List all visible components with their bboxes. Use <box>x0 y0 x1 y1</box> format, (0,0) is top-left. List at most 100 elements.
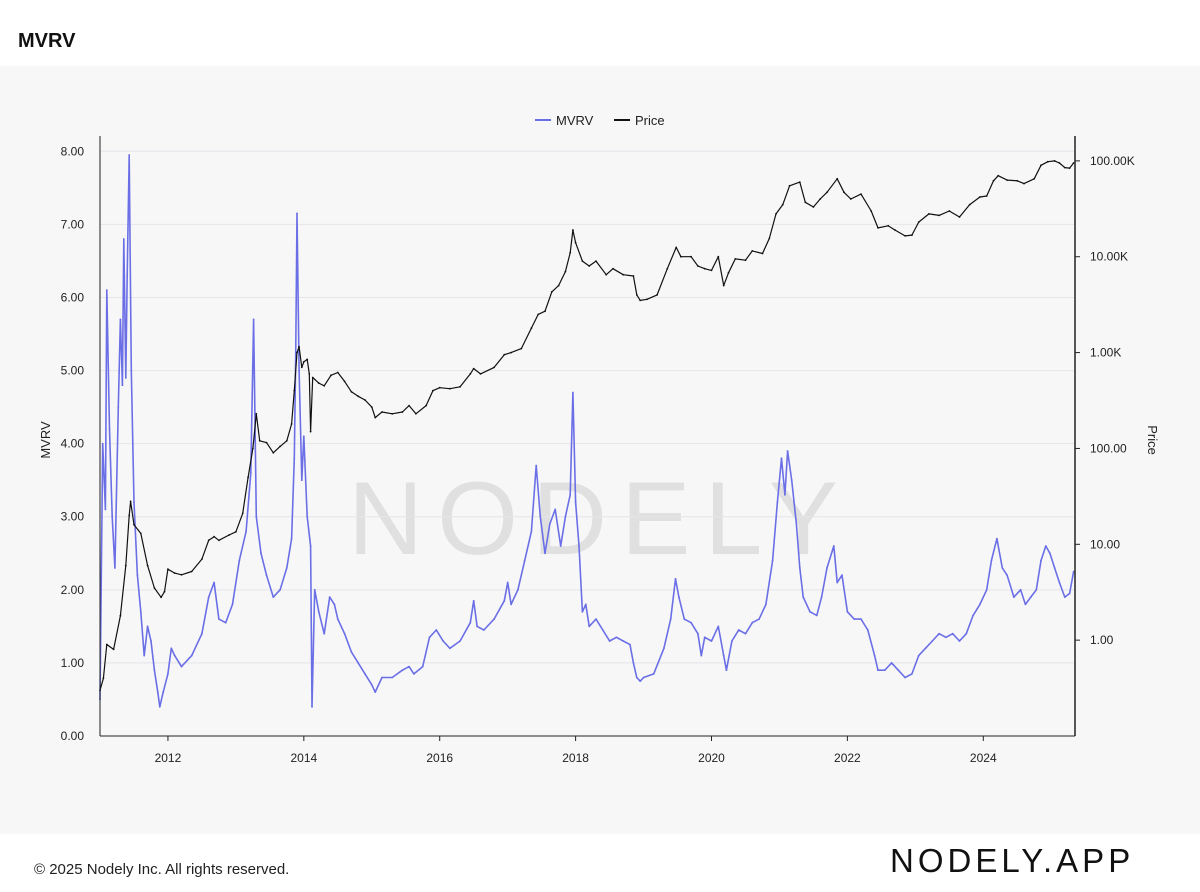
mvrv-data-point <box>629 643 631 646</box>
mvrv-data-point <box>252 318 255 321</box>
price-data-point <box>139 532 142 535</box>
mvrv-data-point <box>190 654 193 657</box>
price-data-point <box>928 213 930 215</box>
mvrv-data-point <box>674 578 677 580</box>
mvrv-data-point <box>130 369 133 372</box>
price-data-point <box>595 260 597 262</box>
price-data-point <box>415 412 417 415</box>
mvrv-data-point <box>472 599 475 602</box>
price-data-point <box>1072 162 1075 164</box>
mvrv-data-point <box>1068 592 1071 595</box>
mvrv-data-point <box>731 640 733 642</box>
y-right-tick-label: 1.00K <box>1090 346 1121 360</box>
mvrv-data-point <box>608 640 611 642</box>
mvrv-data-point <box>139 610 142 613</box>
mvrv-data-point <box>595 618 597 620</box>
price-data-point <box>1046 160 1049 163</box>
price-data-point <box>302 361 305 363</box>
mvrv-data-point <box>945 636 947 639</box>
y-right-tick-label: 10.00K <box>1090 250 1128 264</box>
mvrv-data-point <box>584 603 587 606</box>
mvrv-data-point <box>167 673 169 675</box>
price-data-point <box>635 294 638 296</box>
footer-brand-logo[interactable]: NODELY.APP <box>890 842 1135 879</box>
mvrv-data-point <box>683 618 686 620</box>
legend-label-mvrv[interactable]: MVRV <box>556 113 594 128</box>
y-left-tick-label: 3.00 <box>61 510 85 524</box>
price-data-point <box>904 235 906 237</box>
legend-label-price[interactable]: Price <box>635 113 665 128</box>
mvrv-data-point <box>162 691 165 693</box>
mvrv-data-point <box>136 574 139 577</box>
price-data-point <box>258 439 261 442</box>
mvrv-data-point <box>156 691 159 693</box>
price-data-point <box>153 587 156 589</box>
price-data-point <box>173 572 176 574</box>
mvrv-data-point <box>776 501 779 503</box>
price-data-point <box>1016 179 1019 182</box>
price-data-point <box>207 539 210 542</box>
mvrv-data-point <box>826 567 828 569</box>
y-right-tick-label: 100.00K <box>1090 154 1135 168</box>
mvrv-data-point <box>841 574 843 577</box>
mvrv-data-point <box>124 377 127 379</box>
mvrv-data-point <box>815 614 818 617</box>
price-data-point <box>1063 166 1066 169</box>
mvrv-data-point <box>780 457 783 460</box>
price-data-point <box>656 294 658 296</box>
price-data-point <box>843 191 845 194</box>
mvrv-data-point <box>108 428 111 430</box>
mvrv-data-point <box>911 673 913 675</box>
x-tick-label: 2018 <box>562 751 589 765</box>
mvrv-data-point <box>1019 588 1022 591</box>
price-data-point <box>788 184 791 187</box>
mvrv-data-point <box>150 640 152 642</box>
mvrv-data-point <box>105 289 108 292</box>
price-data-point <box>804 201 807 204</box>
mvrv-data-point <box>213 581 216 584</box>
price-data-point <box>290 423 293 425</box>
price-data-point <box>102 677 105 680</box>
mvrv-data-point <box>333 603 336 606</box>
mvrv-data-point <box>642 676 645 679</box>
mvrv-data-point <box>483 629 485 631</box>
mvrv-data-point <box>408 665 410 668</box>
price-data-point <box>479 373 482 375</box>
mvrv-data-point <box>832 545 835 547</box>
price-data-point <box>544 310 546 313</box>
price-data-point <box>775 213 777 215</box>
price-data-point <box>860 193 862 195</box>
mvrv-data-point <box>121 384 124 387</box>
mvrv-data-point <box>317 610 320 613</box>
mvrv-data-point <box>924 647 927 650</box>
mvrv-data-point <box>104 508 107 511</box>
mvrv-data-point <box>449 647 451 650</box>
legend[interactable]: MVRV Price <box>535 113 665 128</box>
mvrv-data-point <box>201 632 203 635</box>
footer-copyright: © 2025 Nodely Inc. All rights reserved. <box>34 861 290 878</box>
mvrv-data-point <box>635 676 638 679</box>
mvrv-data-point <box>798 567 801 569</box>
mvrv-data-point <box>309 545 312 547</box>
mvrv-data-point <box>725 669 728 672</box>
mvrv-data-point <box>146 625 149 628</box>
mvrv-data-point <box>224 621 227 624</box>
price-data-point <box>826 191 828 194</box>
mvrv-price-chart: NODELY 0.00 1.00 2.00 3.00 4.00 5.00 6.00 7.00 8… <box>38 113 1160 765</box>
mvrv-data-point <box>790 479 793 482</box>
price-data-point <box>894 229 896 231</box>
price-data-point <box>680 255 682 258</box>
mvrv-data-point <box>1053 567 1056 569</box>
mvrv-data-point <box>459 640 461 642</box>
price-data-point <box>241 512 244 515</box>
price-data-point <box>581 260 584 262</box>
price-data-point <box>812 206 815 208</box>
mvrv-data-point <box>873 654 876 657</box>
y-right-tick-label: 100.00 <box>1090 441 1127 455</box>
price-data-point <box>798 181 801 183</box>
mvrv-data-point <box>158 705 161 708</box>
mvrv-data-point <box>866 629 869 631</box>
mvrv-data-point <box>559 545 562 547</box>
price-data-point <box>146 564 149 567</box>
price-data-point <box>374 416 377 419</box>
